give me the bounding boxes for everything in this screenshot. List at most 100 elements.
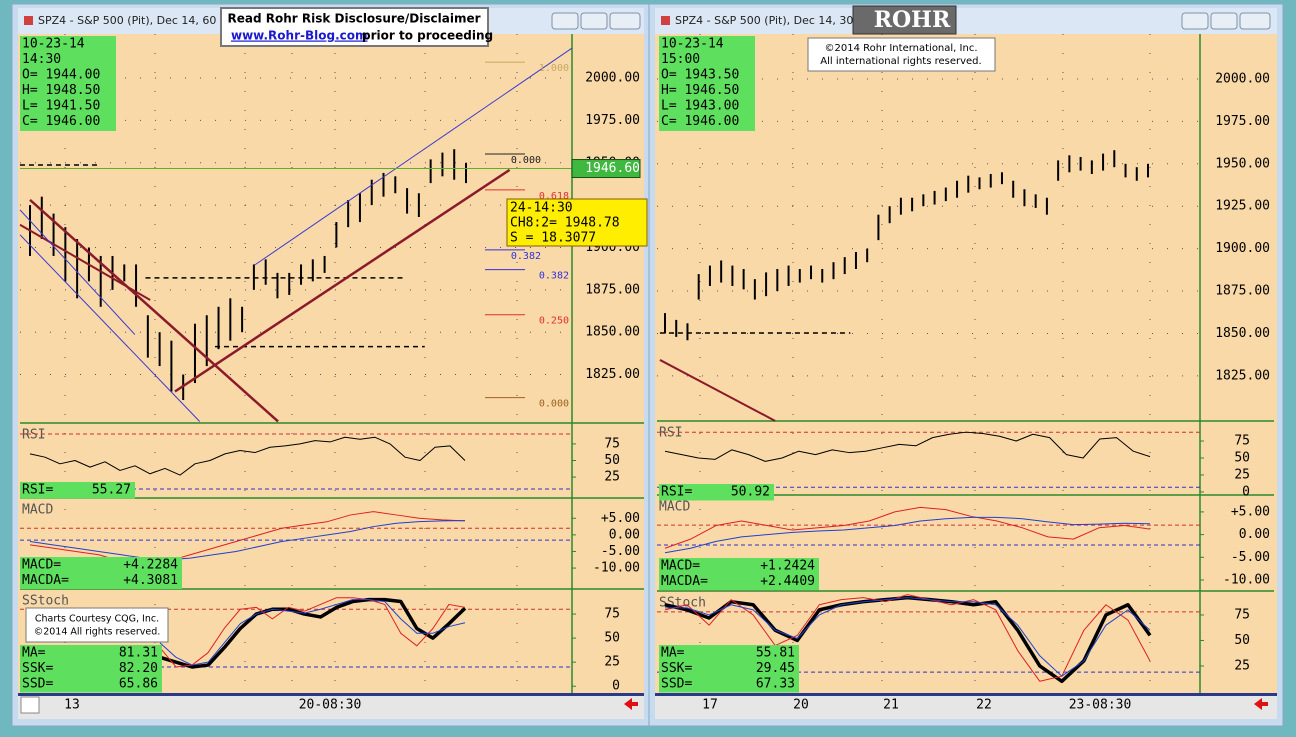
courtesy: ©2014 All rights reserved. (34, 627, 161, 638)
y-tick-label: 50 (604, 453, 620, 468)
y-tick-label: -10.00 (1223, 573, 1270, 588)
date-axis (18, 693, 644, 719)
charts: 2000.001975.001950.001925.001900.001875.… (19, 34, 1274, 713)
info-text: 10-23-14 (22, 37, 85, 52)
y-tick-label: +5.00 (601, 511, 640, 526)
readout-box (20, 557, 182, 589)
y-tick-label: 0.00 (609, 527, 640, 542)
readout-label: SSK= (661, 661, 692, 676)
window-title: SPZ4 - S&P 500 (Pit), Dec 14, 30 Min (675, 14, 876, 27)
y-tick-label: 1825.00 (585, 367, 640, 382)
maximize-button[interactable] (580, 12, 608, 30)
y-tick-label: 1975.00 (1215, 114, 1270, 129)
trendline (254, 47, 573, 266)
logo: ROHR (874, 7, 951, 33)
y-tick-label: 50 (1234, 633, 1250, 648)
fib-label: 0.382 (539, 271, 569, 282)
y-tick-label: 75 (604, 607, 620, 622)
y-tick-label: 0 (612, 679, 620, 694)
trendline (29, 198, 279, 423)
date-label: 20 (793, 698, 809, 713)
readout-value: +2.4409 (760, 574, 815, 589)
minimize-button[interactable] (551, 12, 579, 30)
minimize-button[interactable] (1181, 12, 1209, 30)
y-tick-label: 0.00 (1239, 527, 1270, 542)
chart-area (655, 34, 1277, 693)
disclaimer[interactable]: Read Rohr Risk Disclosure/Disclaimer www… (220, 7, 493, 47)
y-tick-label: 1950.00 (1215, 156, 1270, 171)
info-text: 15:00 (661, 52, 700, 67)
session-strip (18, 693, 644, 696)
y-tick-label: 1825.00 (1215, 368, 1270, 383)
y-tick-label: -5.00 (1231, 550, 1270, 565)
window-title: SPZ4 - S&P 500 (Pit), Dec 14, 60 Min (38, 14, 239, 27)
scroll-arrow[interactable] (624, 698, 638, 710)
y-tick-label: 75 (1234, 607, 1250, 622)
trendline (19, 209, 136, 335)
scroll-arrow[interactable] (1254, 698, 1268, 710)
readout-value: 55.81 (756, 646, 795, 661)
readout-label: RSI= (22, 483, 53, 498)
maximize-button[interactable] (1210, 12, 1238, 30)
indicator-line (665, 597, 1151, 677)
y-tick-label: 2000.00 (1215, 71, 1270, 86)
info-text: L= 1943.00 (661, 99, 739, 114)
y-tick-label: 25 (1234, 467, 1250, 482)
panel-label: RSI (22, 428, 45, 443)
window-controls (551, 12, 1271, 30)
readout-label: MACDA= (22, 573, 69, 588)
date-label: 22 (976, 698, 992, 713)
cursor-note-text: CH8:2= 1948.78 (510, 216, 620, 231)
chart-area (18, 34, 644, 693)
session-strip (655, 693, 1277, 696)
y-tick-label: 2000.00 (585, 71, 640, 86)
close-button[interactable] (1239, 12, 1271, 30)
info-text: O= 1944.00 (22, 68, 100, 83)
trendline (174, 168, 511, 393)
copyright-box (807, 37, 996, 72)
indicator-line (664, 516, 1151, 554)
fib-label: 0.250 (539, 316, 569, 327)
title-bar[interactable] (655, 8, 1277, 34)
y-tick-label: 1975.00 (585, 113, 640, 128)
y-tick-label: 50 (1234, 451, 1250, 466)
readout-label: MACD= (661, 559, 700, 574)
readout-label: RSI= (661, 485, 692, 500)
indicator-line (159, 599, 466, 666)
indicator-line (29, 511, 466, 566)
indicator-line (664, 431, 1151, 462)
readout-label: SSD= (22, 677, 53, 692)
readout-box (659, 558, 819, 590)
info-text: O= 1943.50 (661, 68, 739, 83)
readout-value: +4.3081 (123, 573, 178, 588)
copyright: ©2014 Rohr International, Inc. (824, 43, 977, 54)
date-axis (655, 693, 1277, 719)
readout-label: SSD= (661, 677, 692, 692)
y-tick-label: -10.00 (593, 561, 640, 576)
y-tick-label: 1875.00 (1215, 284, 1270, 299)
fib-label: 0.000 (511, 155, 541, 166)
disclaimer-link[interactable]: www.Rohr-Blog.com (231, 29, 368, 43)
readout-value: 55.27 (92, 483, 131, 498)
readout-label: MACD= (22, 558, 61, 573)
readout-label: MACDA= (661, 574, 708, 589)
indicator-line (664, 594, 1151, 682)
date-label: 20-08:30 (299, 698, 362, 713)
y-tick-label: 25 (604, 470, 620, 485)
cursor-note-text: 24-14:30 (510, 201, 573, 216)
info-text: H= 1948.50 (22, 83, 100, 98)
readout-label: SSK= (22, 661, 53, 676)
date-label: 17 (702, 698, 718, 713)
readout-value: 29.45 (756, 661, 795, 676)
info-text: C= 1946.00 (22, 114, 100, 129)
readout-value: 67.33 (756, 677, 795, 692)
trendline (659, 359, 776, 422)
y-tick-label: +5.00 (1231, 504, 1270, 519)
date-label: 23-08:30 (1069, 698, 1132, 713)
corner-button[interactable] (20, 696, 40, 714)
fib-label: 0.000 (539, 399, 569, 410)
info-text: L= 1941.50 (22, 99, 100, 114)
close-button[interactable] (609, 12, 641, 30)
readout-label: MA= (661, 646, 685, 661)
